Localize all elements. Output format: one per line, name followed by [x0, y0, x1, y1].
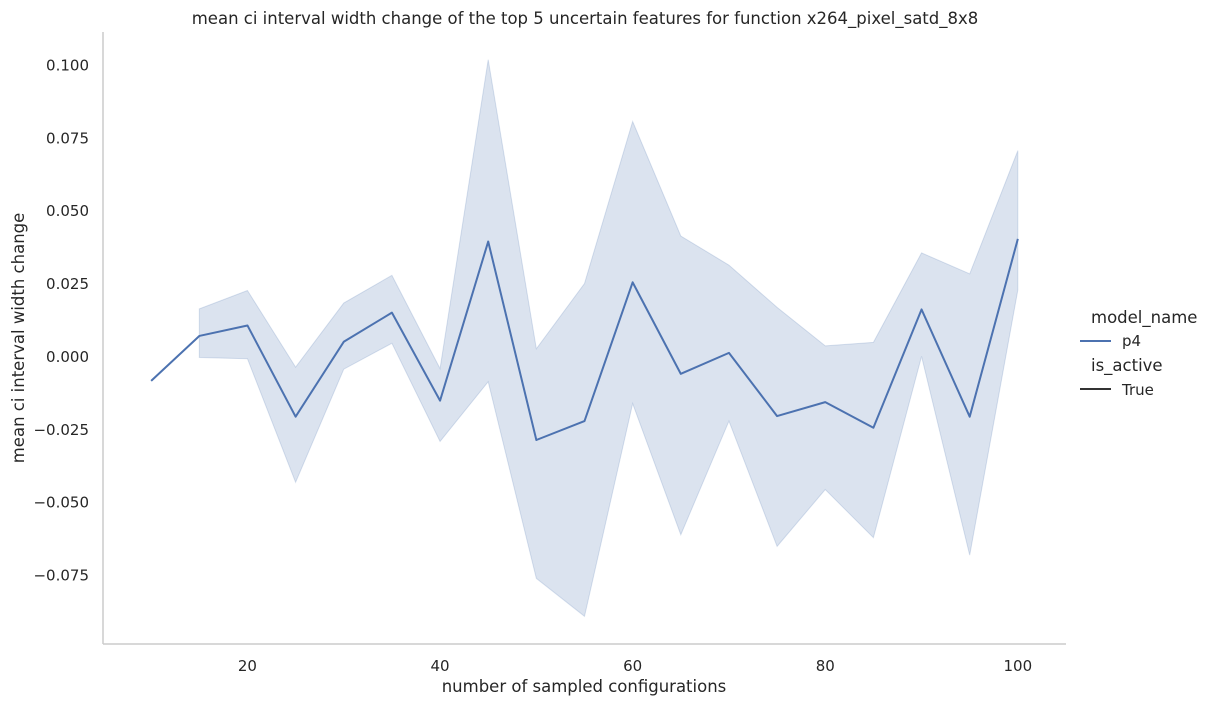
legend-hue-title: model_name [1091, 308, 1197, 328]
y-tick-labels: −0.075 −0.050 −0.025 0.000 0.025 0.050 0.075 0.… [33, 57, 89, 585]
chart-title: mean ci interval width change of the top… [192, 9, 979, 29]
legend-style-title: is_active [1091, 356, 1163, 376]
y-tick-label: 0.000 [46, 348, 89, 366]
x-tick-label: 80 [816, 657, 835, 675]
y-tick-label: 0.025 [46, 275, 89, 293]
y-tick-label: 0.050 [46, 202, 89, 220]
y-tick-label: 0.075 [46, 129, 89, 147]
legend-label-true: True [1121, 381, 1154, 399]
plot-area [150, 59, 1019, 618]
x-tick-label: 20 [238, 657, 257, 675]
y-axis-label: mean ci interval width change [9, 213, 28, 464]
y-tick-label: −0.025 [33, 421, 89, 439]
y-tick-label: −0.050 [33, 494, 89, 512]
legend-label-p4: p4 [1122, 332, 1141, 350]
y-tick-label: 0.100 [46, 57, 89, 75]
series-line-p4 [150, 238, 1019, 441]
axes [102, 32, 1066, 645]
x-axis-label: number of sampled configurations [442, 677, 727, 696]
x-tick-label: 60 [623, 657, 642, 675]
legend: model_name p4 is_active True [1080, 308, 1197, 399]
y-tick-label: −0.075 [33, 567, 89, 585]
x-tick-labels: 20 40 60 80 100 [238, 657, 1032, 675]
x-tick-label: 100 [1004, 657, 1033, 675]
confidence-band-p4 [198, 59, 1019, 618]
x-tick-label: 40 [431, 657, 450, 675]
